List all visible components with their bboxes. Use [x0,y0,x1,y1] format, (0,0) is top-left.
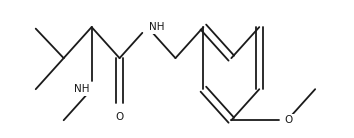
Text: NH: NH [149,22,165,32]
Text: O: O [115,112,124,122]
Text: O: O [285,115,293,125]
Text: NH: NH [74,84,89,94]
